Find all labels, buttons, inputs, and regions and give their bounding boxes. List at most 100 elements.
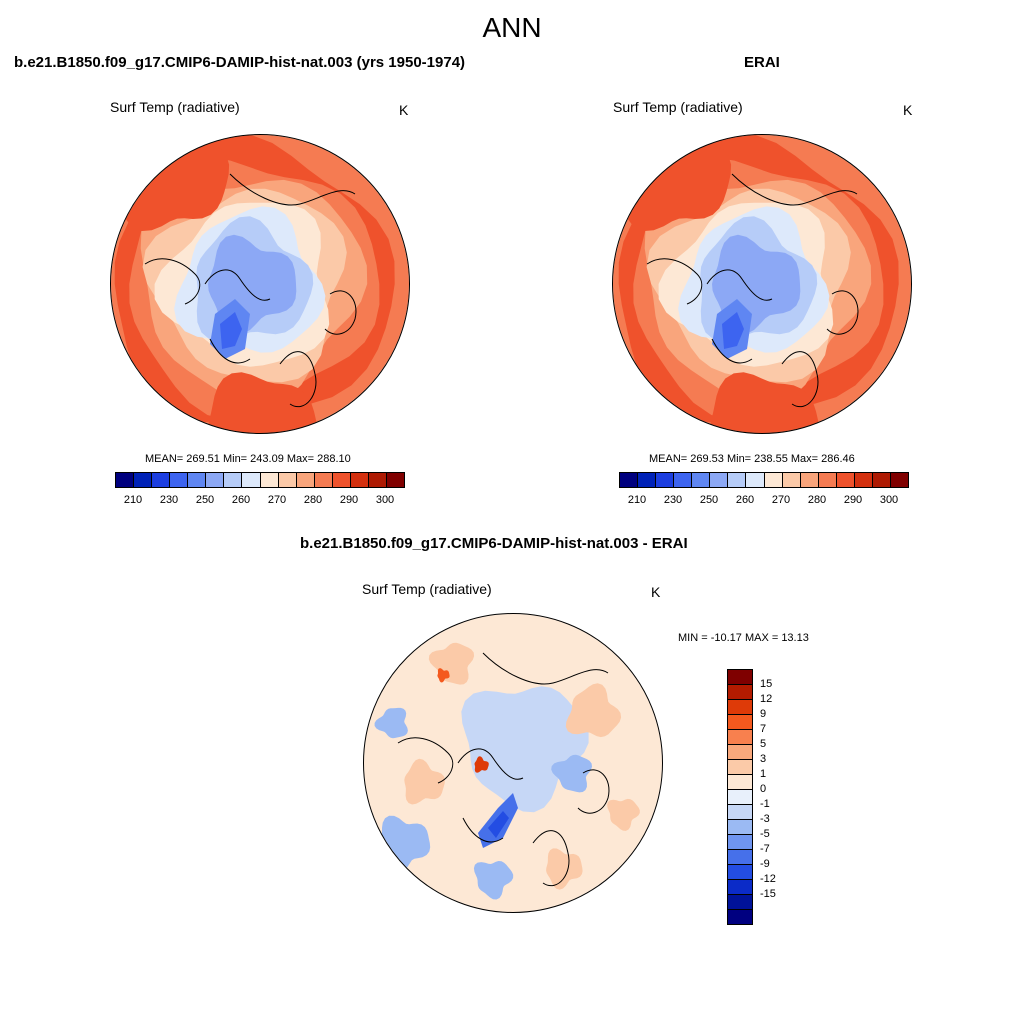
colorbar-label: -15	[760, 888, 776, 900]
colorbar-label: 260	[231, 494, 251, 506]
colorbar-box	[152, 473, 171, 487]
colorbar-box	[278, 473, 297, 487]
colorbar-box	[728, 775, 752, 790]
colorbar-box	[314, 473, 333, 487]
colorbar-box	[674, 473, 693, 487]
colorbar-box	[728, 730, 752, 745]
colorbar-box	[728, 685, 752, 700]
colorbar-label: -9	[760, 858, 770, 870]
main-title: ANN	[482, 12, 542, 43]
colorbar-label: 300	[879, 494, 899, 506]
panel-2-variable-label: Surf Temp (radiative)	[613, 99, 743, 115]
colorbar-box	[386, 473, 404, 487]
panel-1-stats: MEAN= 269.51 Min= 243.09 Max= 288.10	[145, 453, 351, 465]
colorbar-box	[350, 473, 369, 487]
colorbar-box	[782, 473, 801, 487]
colorbar-box	[836, 473, 855, 487]
colorbar-label: 290	[339, 494, 359, 506]
colorbar-box	[872, 473, 891, 487]
colorbar-box	[764, 473, 783, 487]
difference-stats: MIN = -10.17 MAX = 13.13	[678, 632, 809, 644]
colorbar-box	[710, 473, 729, 487]
colorbar-box	[728, 790, 752, 805]
colorbar-label: -7	[760, 843, 770, 855]
colorbar-label: 270	[267, 494, 287, 506]
colorbar-box	[332, 473, 351, 487]
panel-1-title: b.e21.B1850.f09_g17.CMIP6-DAMIP-hist-nat…	[14, 54, 466, 71]
colorbar-box	[224, 473, 243, 487]
colorbar-label: 280	[807, 494, 827, 506]
colorbar-box	[728, 670, 752, 685]
colorbar-label: 210	[627, 494, 647, 506]
colorbar-label: -5	[760, 828, 770, 840]
colorbar-label: 260	[735, 494, 755, 506]
colorbar-box	[728, 850, 752, 865]
colorbar-box	[728, 760, 752, 775]
colorbar-box	[854, 473, 873, 487]
colorbar-box	[728, 820, 752, 835]
difference-title: b.e21.B1850.f09_g17.CMIP6-DAMIP-hist-nat…	[300, 535, 688, 552]
panel-1-colorbar	[115, 472, 405, 488]
colorbar-label: -1	[760, 798, 770, 810]
panel-1-units: K	[399, 102, 409, 118]
colorbar-box	[728, 700, 752, 715]
colorbar-label: 270	[771, 494, 791, 506]
colorbar-box	[890, 473, 908, 487]
panel-1-variable-label: Surf Temp (radiative)	[110, 99, 240, 115]
colorbar-label: 230	[663, 494, 683, 506]
colorbar-label: 250	[699, 494, 719, 506]
colorbar-label: 210	[123, 494, 143, 506]
panel-2-title: ERAI	[744, 54, 780, 71]
panel-1-polar-map	[110, 134, 410, 434]
colorbar-box	[728, 805, 752, 820]
difference-polar-map	[363, 613, 663, 913]
colorbar-box	[728, 745, 752, 760]
colorbar-box	[620, 473, 639, 487]
colorbar-box	[206, 473, 225, 487]
colorbar-label: 3	[760, 753, 767, 765]
panel-1-colorbar-labels: 210 230 250 260 270 280 290 300	[115, 494, 403, 508]
colorbar-box	[260, 473, 279, 487]
colorbar-box	[800, 473, 819, 487]
colorbar-label: 1	[760, 768, 767, 780]
colorbar-box	[728, 880, 752, 895]
colorbar-box	[296, 473, 315, 487]
colorbar-box	[728, 865, 752, 880]
difference-units: K	[651, 584, 661, 600]
colorbar-box	[368, 473, 387, 487]
colorbar-box	[728, 473, 747, 487]
colorbar-box	[170, 473, 189, 487]
difference-colorbar	[727, 669, 753, 925]
panel-2-units: K	[903, 102, 913, 118]
colorbar-label: 0	[760, 783, 767, 795]
colorbar-box	[656, 473, 675, 487]
colorbar-label: -3	[760, 813, 770, 825]
panel-2-colorbar-labels: 210 230 250 260 270 280 290 300	[619, 494, 907, 508]
colorbar-box	[728, 835, 752, 850]
colorbar-box	[638, 473, 657, 487]
colorbar-label: 15	[760, 678, 773, 690]
colorbar-label: 230	[159, 494, 179, 506]
colorbar-label: 280	[303, 494, 323, 506]
panel-2-colorbar	[619, 472, 909, 488]
colorbar-box	[692, 473, 711, 487]
colorbar-label: 12	[760, 693, 773, 705]
colorbar-box	[818, 473, 837, 487]
colorbar-label: 290	[843, 494, 863, 506]
colorbar-box	[134, 473, 153, 487]
colorbar-box	[746, 473, 765, 487]
difference-colorbar-labels: 15 12 9 7 5 3 1 0 -1 -3 -5 -7 -9 -12 -15	[760, 669, 790, 911]
colorbar-box	[116, 473, 135, 487]
colorbar-box	[728, 895, 752, 910]
colorbar-label: 7	[760, 723, 767, 735]
panel-2-polar-map	[612, 134, 912, 434]
colorbar-label: -12	[760, 873, 776, 885]
colorbar-label: 5	[760, 738, 767, 750]
colorbar-box	[728, 910, 752, 924]
colorbar-box	[242, 473, 261, 487]
panel-2-stats: MEAN= 269.53 Min= 238.55 Max= 286.46	[649, 453, 855, 465]
colorbar-label: 300	[375, 494, 395, 506]
colorbar-box	[188, 473, 207, 487]
difference-variable-label: Surf Temp (radiative)	[362, 581, 492, 597]
colorbar-label: 9	[760, 708, 767, 720]
